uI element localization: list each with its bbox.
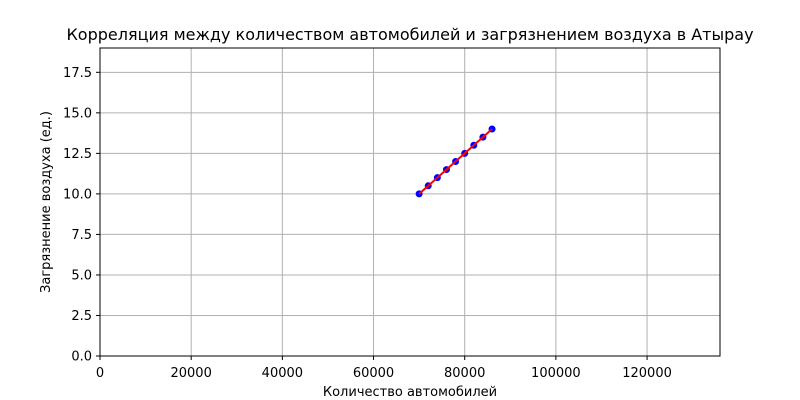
x-tick-label: 80000 [444,366,485,381]
chart-title: Корреляция между количеством автомобилей… [66,25,753,44]
axes-frame [99,47,721,357]
plot-series [415,125,496,198]
x-tick-label: 120000 [622,366,672,381]
x-tick-label: 0 [96,366,104,381]
y-tick-label: 17.5 [63,66,92,81]
y-tick-label: 0.0 [71,350,92,365]
trend-line [418,128,493,195]
y-tick-label: 12.5 [63,147,92,162]
x-tick-label: 100000 [531,366,581,381]
y-tick-label: 2.5 [71,309,92,324]
x-tick-label: 40000 [262,366,303,381]
y-tick-label: 15.0 [63,106,92,121]
x-tick-label: 20000 [170,366,211,381]
y-tick-label: 7.5 [71,228,92,243]
axis-ticks: 0 20000 40000 60000 80000 100000 120000 0.0 2.5 5… [63,66,672,381]
y-tick-label: 10.0 [63,187,92,202]
x-axis-label: Количество автомобилей [323,385,497,400]
x-tick-label: 60000 [353,366,394,381]
grid [99,48,720,357]
y-tick-label: 5.0 [71,268,92,283]
y-axis-label: Загрязнение воздуха (ед.) [39,111,54,293]
